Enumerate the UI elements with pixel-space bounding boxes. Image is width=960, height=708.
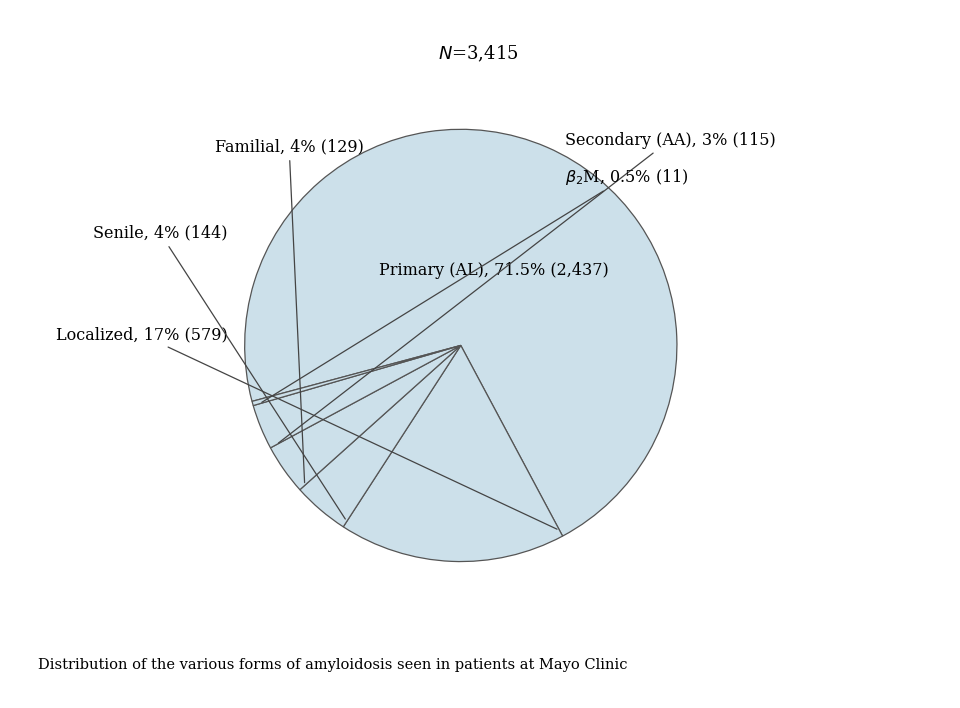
Text: Senile, 4% (144): Senile, 4% (144) xyxy=(93,224,346,519)
Wedge shape xyxy=(245,130,677,536)
Text: $\beta_2$M, 0.5% (11): $\beta_2$M, 0.5% (11) xyxy=(262,167,688,402)
Text: Primary (AL), 71.5% (2,437): Primary (AL), 71.5% (2,437) xyxy=(378,261,609,278)
Wedge shape xyxy=(300,346,461,527)
Text: Familial, 4% (129): Familial, 4% (129) xyxy=(215,138,364,483)
Wedge shape xyxy=(253,346,461,448)
Wedge shape xyxy=(271,346,461,490)
Text: Distribution of the various forms of amyloidosis seen in patients at Mayo Clinic: Distribution of the various forms of amy… xyxy=(38,658,628,672)
Wedge shape xyxy=(252,346,461,406)
Text: Secondary (AA), 3% (115): Secondary (AA), 3% (115) xyxy=(278,132,776,443)
Text: Localized, 17% (579): Localized, 17% (579) xyxy=(56,326,557,529)
Wedge shape xyxy=(344,346,563,561)
Text: $N$=3,415: $N$=3,415 xyxy=(438,43,518,64)
